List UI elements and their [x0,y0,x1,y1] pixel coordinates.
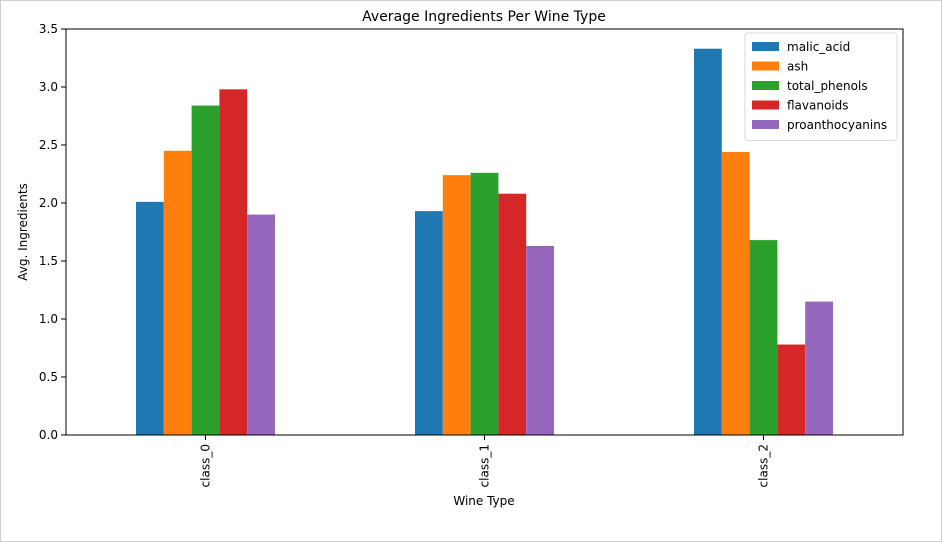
bar-flavanoids-class_1 [498,193,527,435]
bar-malic_acid-class_2 [694,48,722,435]
legend-swatch-flavanoids [752,100,779,110]
bars-group [136,48,833,436]
x-axis: class_0 class_1 class_2 [199,435,771,487]
y-axis: 0.0 0.5 1.0 1.5 2.0 2.5 3.0 3.5 [39,22,66,442]
y-tick-label: 1.5 [39,254,58,268]
bar-ash-class_1 [442,175,471,435]
x-tick-label: class_2 [757,444,771,487]
x-axis-label: Wine Type [453,494,514,508]
bar-malic_acid-class_0 [136,201,164,435]
legend-label-malic_acid: malic_acid [787,40,850,54]
y-tick-label: 3.5 [39,22,58,36]
bar-malic_acid-class_1 [415,211,443,435]
legend-label-flavanoids: flavanoids [787,99,849,113]
bar-total_phenols-class_1 [470,172,499,435]
bar-ash-class_2 [721,151,750,435]
y-tick-label: 0.0 [39,428,58,442]
x-tick-label: class_0 [199,444,213,487]
bar-flavanoids-class_2 [777,344,806,435]
y-tick-label: 2.5 [39,138,58,152]
y-tick-label: 3.0 [39,80,58,94]
bar-proanthocyanins-class_0 [247,214,275,435]
bar-proanthocyanins-class_2 [805,301,833,435]
plot-area-border [65,28,904,436]
bar-proanthocyanins-class_1 [526,245,554,435]
y-axis-label: Avg. Ingredients [16,183,30,281]
legend-box [744,32,898,141]
legend-swatch-malic_acid [752,42,779,51]
chart-title: Average Ingredients Per Wine Type [362,9,606,25]
x-tick-label: class_1 [478,444,492,487]
bar-total_phenols-class_2 [749,240,778,435]
legend-label-ash: ash [787,60,808,74]
y-tick-label: 1.0 [39,312,58,326]
legend-swatch-total_phenols [752,81,779,90]
y-tick-label: 2.0 [39,196,58,210]
bar-flavanoids-class_0 [219,89,248,435]
legend-swatch-proanthocyanins [752,120,779,129]
bar-total_phenols-class_0 [191,105,220,435]
legend-label-total_phenols: total_phenols [787,79,868,93]
y-tick-label: 0.5 [39,370,58,384]
legend-label-proanthocyanins: proanthocyanins [787,118,887,132]
legend-swatch-ash [752,61,779,71]
bar-ash-class_0 [163,150,192,436]
